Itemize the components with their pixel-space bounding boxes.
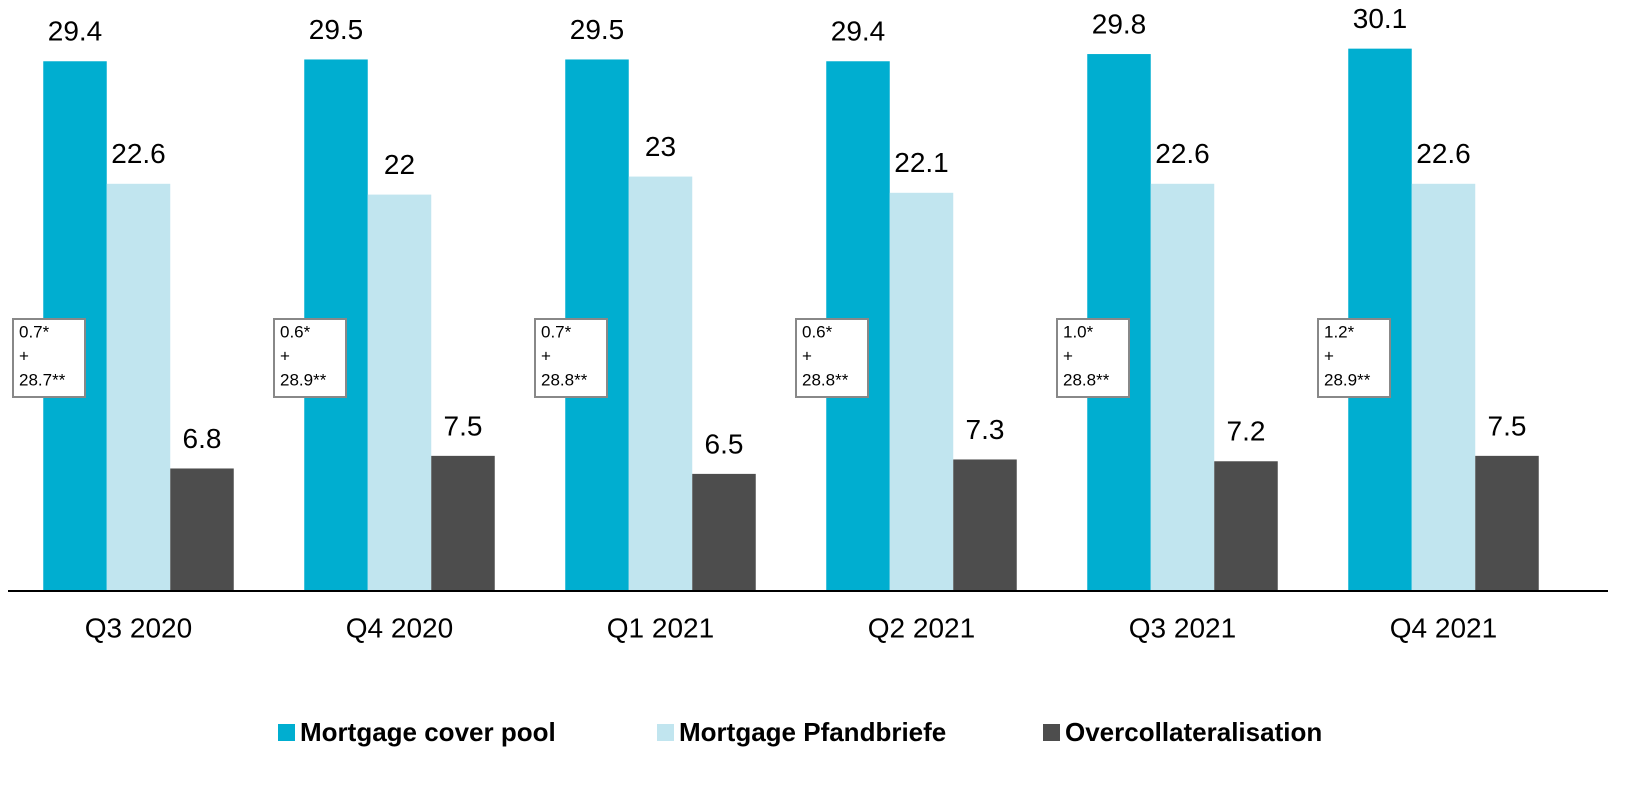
annotation-box bbox=[273, 318, 347, 398]
legend-swatch bbox=[657, 724, 674, 741]
annotation-text: 28.8** bbox=[541, 370, 588, 389]
annotation-box bbox=[795, 318, 869, 398]
annotation-text: 1.2* bbox=[1324, 322, 1355, 341]
value-label: 29.8 bbox=[1092, 8, 1147, 39]
bar bbox=[367, 194, 432, 591]
value-label: 22 bbox=[384, 149, 415, 180]
value-label: 22.6 bbox=[1155, 138, 1210, 169]
legend-label: Mortgage cover pool bbox=[300, 717, 556, 747]
legend-label: Mortgage Pfandbriefe bbox=[679, 717, 946, 747]
annotation-text: 28.8** bbox=[802, 370, 849, 389]
value-label: 7.3 bbox=[966, 414, 1005, 445]
bar bbox=[1214, 461, 1278, 591]
value-label: 23 bbox=[645, 131, 676, 162]
x-tick-label: Q4 2021 bbox=[1390, 612, 1497, 643]
x-tick-label: Q2 2021 bbox=[868, 612, 975, 643]
bar bbox=[1411, 183, 1476, 591]
annotation-text: + bbox=[1324, 346, 1334, 365]
annotation-text: 0.6* bbox=[280, 322, 311, 341]
annotation-text: + bbox=[541, 346, 551, 365]
annotation-text: 28.8** bbox=[1063, 370, 1110, 389]
annotation-box bbox=[534, 318, 608, 398]
annotation-text: 0.7* bbox=[541, 322, 572, 341]
x-tick-label: Q3 2021 bbox=[1129, 612, 1236, 643]
annotation-box bbox=[12, 318, 86, 398]
bar bbox=[953, 459, 1017, 591]
bar bbox=[628, 176, 693, 591]
x-tick-label: Q1 2021 bbox=[607, 612, 714, 643]
annotation-text: + bbox=[19, 346, 29, 365]
value-label: 7.5 bbox=[444, 410, 483, 441]
bar bbox=[889, 192, 954, 592]
value-label: 29.4 bbox=[831, 16, 886, 47]
legend-swatch bbox=[1043, 724, 1060, 741]
x-tick-label: Q3 2020 bbox=[85, 612, 192, 643]
bar bbox=[1150, 183, 1215, 591]
bar bbox=[1475, 455, 1539, 591]
value-label: 7.5 bbox=[1488, 410, 1527, 441]
annotation-text: 28.7** bbox=[19, 370, 66, 389]
annotation-text: 0.7* bbox=[19, 322, 50, 341]
annotation-text: + bbox=[280, 346, 290, 365]
x-tick-label: Q4 2020 bbox=[346, 612, 453, 643]
annotation-text: 1.0* bbox=[1063, 322, 1094, 341]
annotation-text: 28.9** bbox=[280, 370, 327, 389]
annotation-text: 28.9** bbox=[1324, 370, 1371, 389]
value-label: 7.2 bbox=[1227, 416, 1266, 447]
value-label: 29.4 bbox=[48, 16, 103, 47]
bar bbox=[692, 473, 756, 591]
annotation-box bbox=[1317, 318, 1391, 398]
value-label: 22.6 bbox=[1416, 138, 1471, 169]
bar bbox=[170, 468, 234, 591]
value-label: 6.5 bbox=[705, 428, 744, 459]
annotation-text: + bbox=[802, 346, 812, 365]
legend-label: Overcollateralisation bbox=[1065, 717, 1322, 747]
annotation-box bbox=[1056, 318, 1130, 398]
value-label: 22.1 bbox=[894, 147, 949, 178]
value-label: 30.1 bbox=[1353, 3, 1408, 34]
annotation-text: + bbox=[1063, 346, 1073, 365]
bar bbox=[106, 183, 171, 591]
value-label: 29.5 bbox=[309, 14, 364, 45]
bar bbox=[431, 455, 495, 591]
annotation-text: 0.6* bbox=[802, 322, 833, 341]
value-label: 6.8 bbox=[183, 423, 222, 454]
value-label: 29.5 bbox=[570, 14, 625, 45]
value-label: 22.6 bbox=[111, 138, 166, 169]
legend-swatch bbox=[278, 724, 295, 741]
